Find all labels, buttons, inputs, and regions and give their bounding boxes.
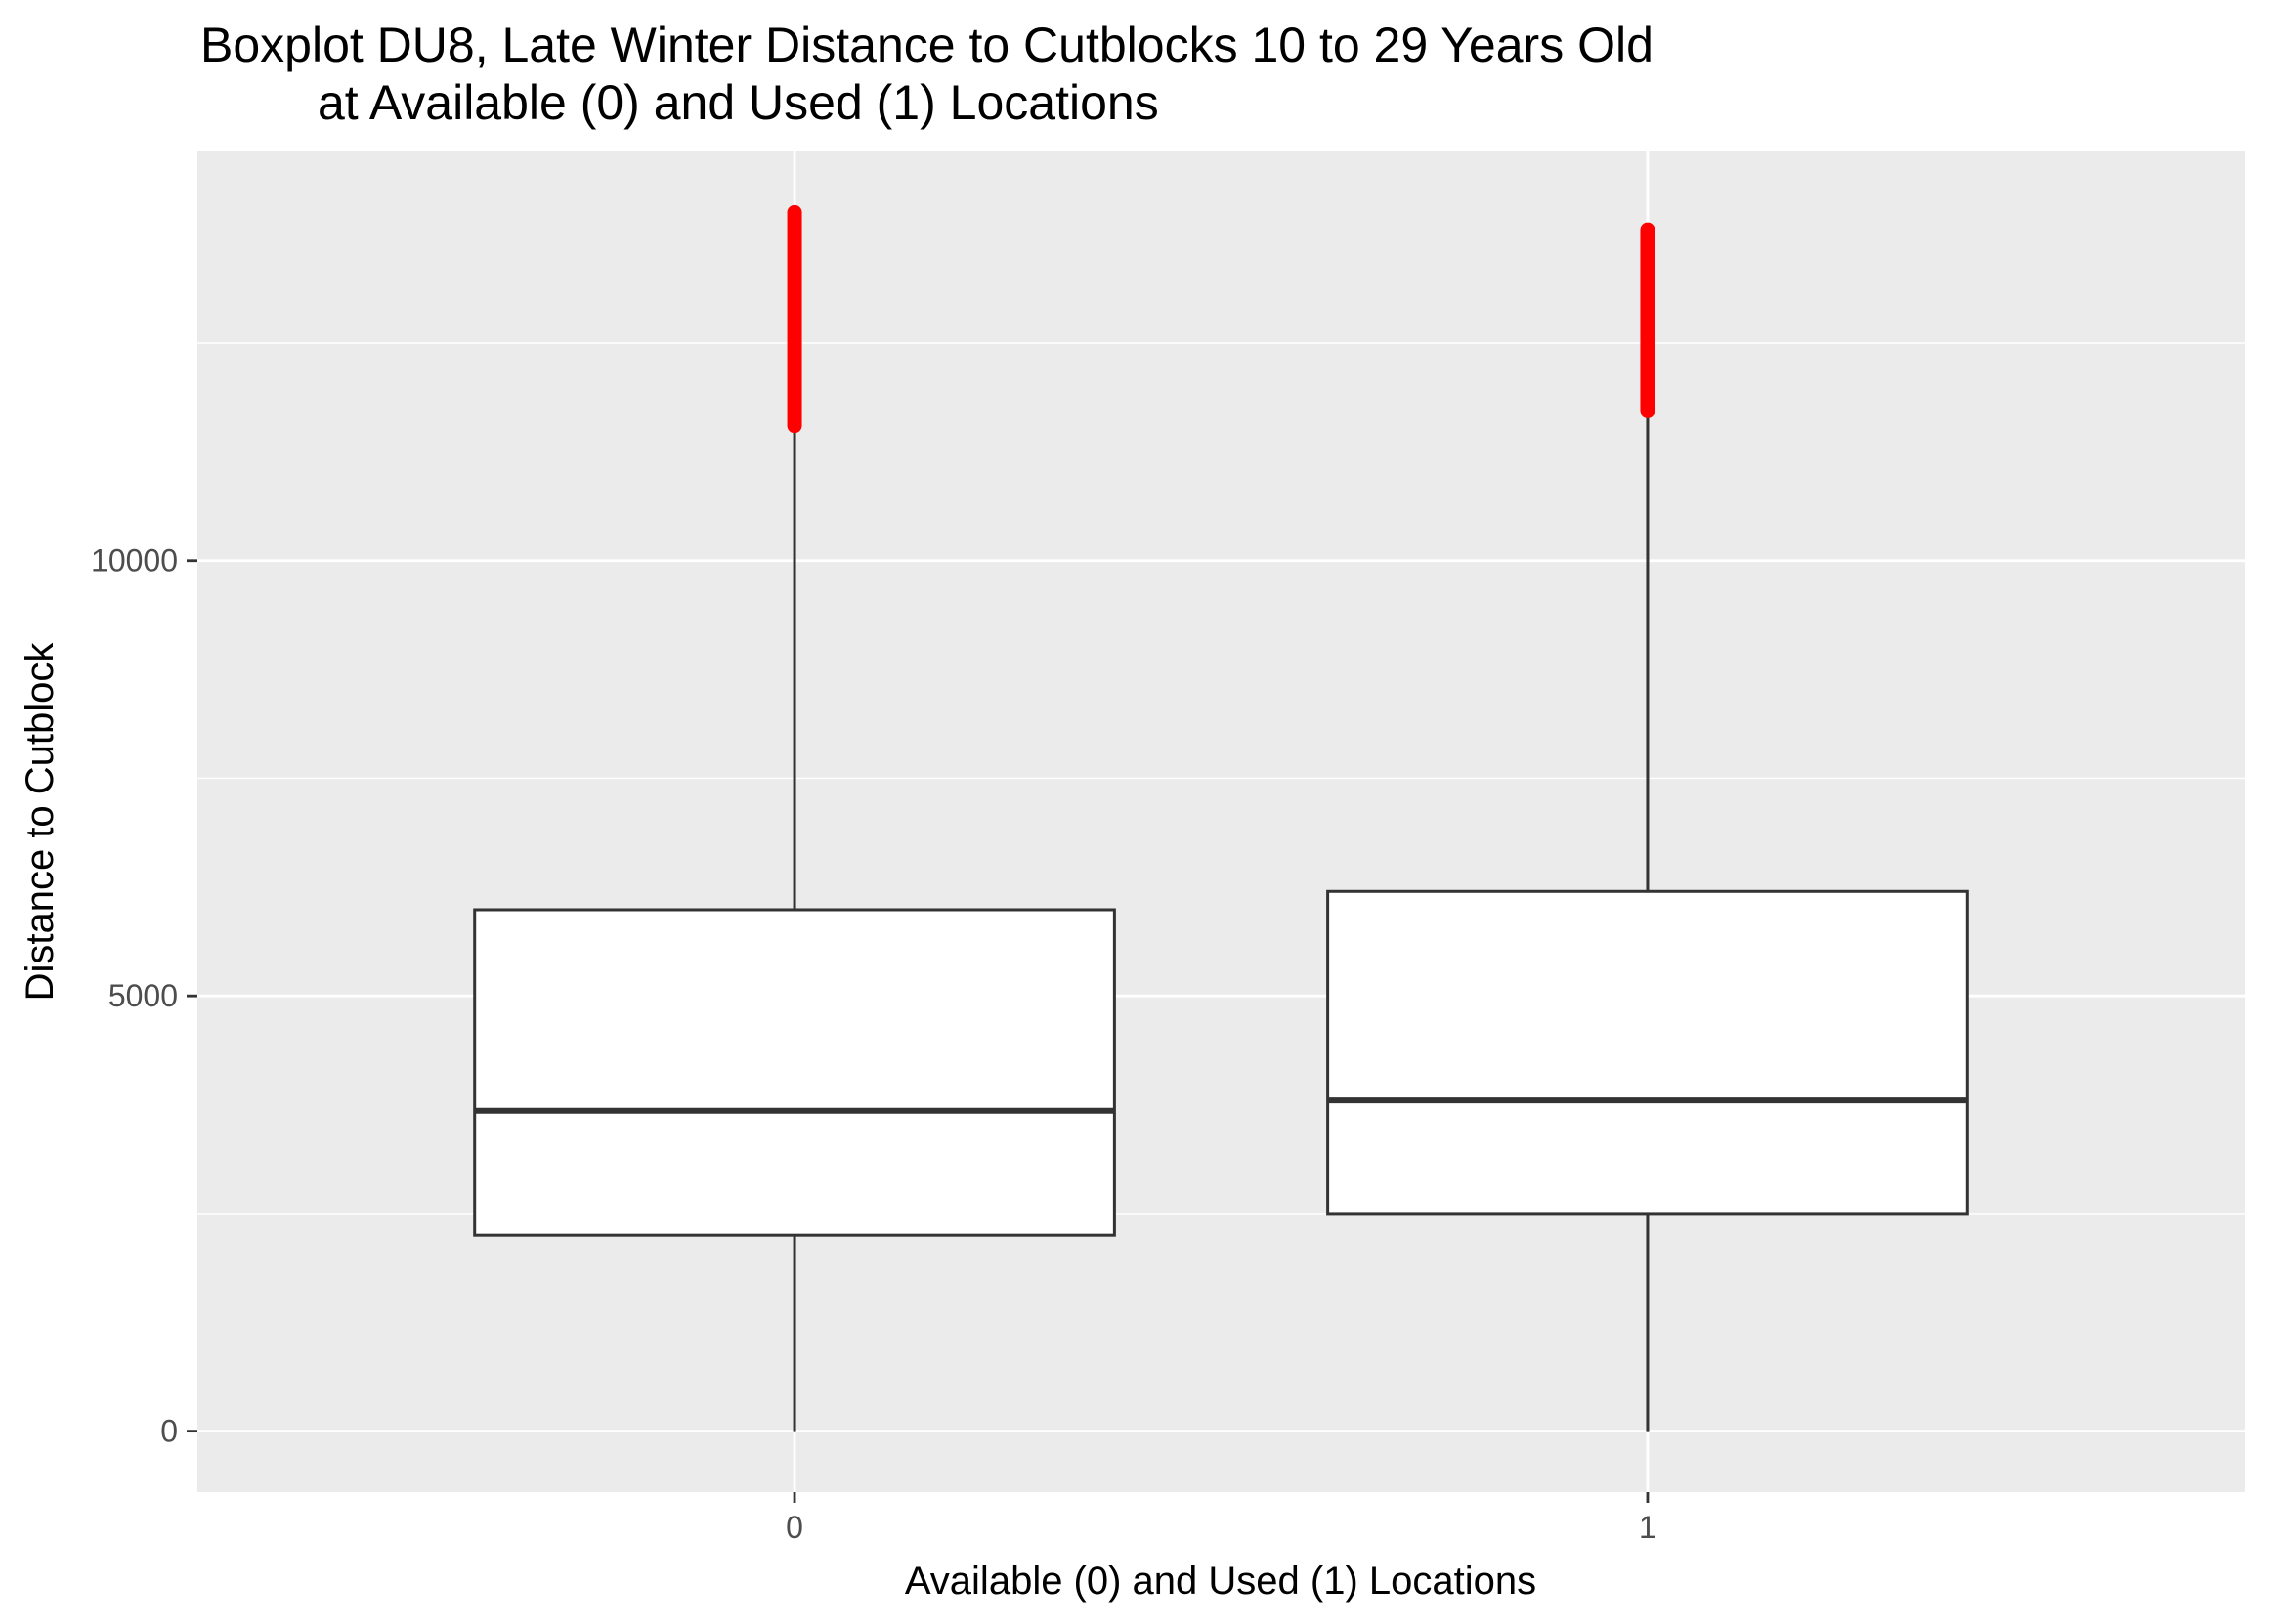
y-axis: 0 5000 10000 bbox=[91, 543, 197, 1449]
chart-title-line1: Boxplot DU8, Late Winter Distance to Cut… bbox=[200, 18, 1654, 72]
x-tick-label: 1 bbox=[1639, 1510, 1656, 1545]
iqr-box bbox=[1326, 889, 1969, 1216]
y-tick-label: 10000 bbox=[91, 543, 178, 578]
box-group-0 bbox=[473, 204, 1116, 1432]
y-axis-title: Distance to Cutblock bbox=[19, 642, 62, 1002]
y-tick-label: 0 bbox=[160, 1414, 178, 1449]
x-axis-title: Available (0) and Used (1) Locations bbox=[905, 1560, 1536, 1603]
y-tick-label: 5000 bbox=[108, 978, 178, 1013]
box-group-1 bbox=[1326, 222, 1969, 1432]
iqr-box bbox=[473, 908, 1116, 1237]
x-tick-label: 0 bbox=[786, 1510, 803, 1545]
chart-title-line2: at Available (0) and Used (1) Locations bbox=[318, 75, 1159, 130]
boxes bbox=[473, 204, 1969, 1432]
plot-panel bbox=[197, 151, 2245, 1492]
